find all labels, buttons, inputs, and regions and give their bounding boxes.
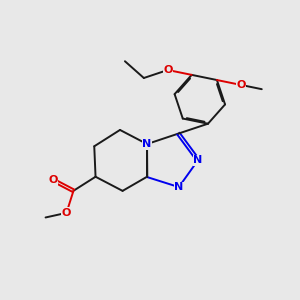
Text: O: O [62,208,71,218]
Text: O: O [48,175,58,185]
Text: N: N [174,182,183,192]
Text: N: N [194,155,203,165]
Text: O: O [236,80,245,90]
Text: N: N [142,139,152,149]
Text: O: O [163,65,172,75]
